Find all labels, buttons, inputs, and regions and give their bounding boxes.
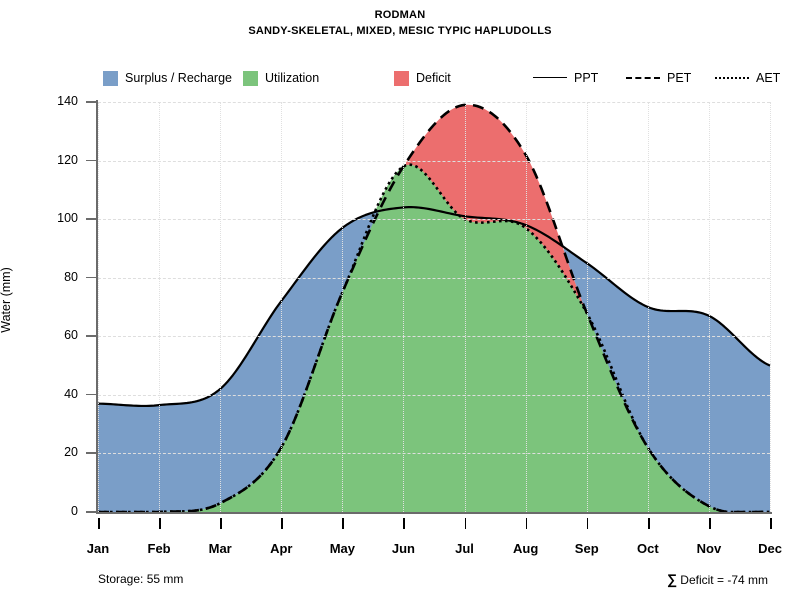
y-axis-line	[96, 100, 98, 514]
y-tick-label: 20	[64, 445, 78, 460]
y-axis-title: Water (mm)	[0, 267, 13, 333]
legend-label-ppt: PPT	[574, 71, 599, 85]
x-tick-label-jun: Jun	[391, 541, 416, 556]
legend-swatch-utilization	[243, 70, 258, 86]
chart-title-line2: SANDY-SKELETAL, MIXED, MESIC TYPIC HAPLU…	[248, 25, 552, 37]
legend-label-pet: PET	[667, 71, 692, 85]
legend-item-utilization[interactable]: Utilization	[243, 68, 319, 88]
y-tick	[86, 276, 96, 279]
legend-item-deficit[interactable]: Deficit	[394, 68, 451, 88]
legend-swatch-surplus	[103, 70, 118, 86]
gridline-h	[98, 277, 770, 279]
x-tick	[647, 518, 650, 529]
legend-line-dashed-icon	[626, 71, 660, 85]
legend-line-solid-icon	[533, 71, 567, 85]
legend-line-dotted-icon	[715, 71, 749, 85]
deficit-annotation-text: Deficit = -74 mm	[676, 573, 768, 587]
y-tick-label: 80	[64, 269, 78, 284]
x-tick	[708, 518, 711, 529]
gridline-h	[98, 102, 770, 103]
water-balance-curves	[97, 103, 771, 514]
gridline-v	[220, 102, 222, 512]
gridline-h	[98, 336, 770, 338]
gridline-v	[159, 102, 161, 512]
gridline-v	[464, 102, 466, 512]
x-tick-label-apr: Apr	[270, 541, 293, 556]
y-tick-label: 40	[64, 386, 78, 401]
chart-title-line1: RODMAN	[374, 9, 426, 21]
x-axis-line	[96, 512, 772, 514]
gridline-h	[98, 394, 770, 396]
legend-label-utilization: Utilization	[265, 71, 320, 85]
gridline-v	[708, 102, 710, 512]
gridline-v	[770, 102, 771, 512]
x-tick-label-may: May	[329, 541, 356, 556]
x-tick	[525, 518, 528, 529]
y-tick	[86, 452, 96, 455]
legend-item-surplus[interactable]: Surplus / Recharge	[103, 68, 232, 88]
plot-area	[97, 102, 771, 514]
x-tick-label-nov: Nov	[696, 541, 722, 556]
x-tick-label-jul: Jul	[455, 541, 474, 556]
x-tick-label-aug: Aug	[512, 541, 539, 556]
y-tick	[86, 218, 96, 220]
x-tick-label-jan: Jan	[86, 541, 110, 556]
x-tick	[586, 518, 589, 529]
storage-annotation: Storage: 55 mm	[98, 572, 184, 586]
x-tick	[159, 518, 161, 529]
y-tick	[86, 335, 96, 337]
sigma-icon: ∑	[666, 571, 677, 587]
gridline-v	[586, 102, 588, 512]
legend-item-pet[interactable]: PET	[626, 68, 691, 88]
x-tick	[342, 518, 345, 529]
x-tick-label-mar: Mar	[208, 541, 232, 556]
deficit-annotation: ∑ Deficit = -74 mm	[667, 571, 768, 587]
x-tick	[770, 518, 772, 529]
legend-item-aet[interactable]: AET	[715, 68, 780, 88]
gridline-v	[342, 102, 344, 512]
y-tick-label: 140	[57, 94, 78, 108]
x-tick-label-feb: Feb	[147, 541, 171, 556]
chart-legend: Surplus / Recharge Utilization Deficit P…	[98, 68, 780, 88]
x-tick-label-oct: Oct	[636, 541, 659, 556]
x-tick	[220, 518, 222, 529]
x-tick	[98, 518, 100, 529]
gridline-v	[525, 102, 527, 512]
gridline-h	[98, 453, 770, 455]
y-tick-label: 100	[57, 211, 78, 226]
y-tick	[86, 511, 96, 513]
gridline-v	[647, 102, 649, 512]
gridline-h	[98, 219, 770, 221]
x-tick	[281, 518, 283, 529]
gridline-v	[403, 102, 405, 512]
x-tick-label-dec: Dec	[758, 541, 782, 556]
gridline-v	[281, 102, 283, 512]
x-tick-label-sep: Sep	[574, 541, 599, 556]
y-tick	[86, 101, 96, 103]
y-tick	[86, 393, 96, 396]
y-tick-label: 0	[71, 504, 78, 518]
y-tick-label: 120	[57, 152, 78, 167]
y-tick-label: 60	[64, 328, 78, 343]
y-tick	[86, 159, 96, 162]
legend-label-surplus: Surplus / Recharge	[125, 71, 233, 85]
legend-label-deficit: Deficit	[416, 71, 451, 85]
x-tick	[464, 518, 467, 529]
legend-label-aet: AET	[756, 71, 781, 85]
gridline-v	[98, 102, 99, 512]
legend-item-ppt[interactable]: PPT	[533, 68, 598, 88]
legend-swatch-deficit	[394, 70, 409, 86]
gridline-h	[98, 160, 770, 162]
x-tick	[403, 518, 406, 529]
